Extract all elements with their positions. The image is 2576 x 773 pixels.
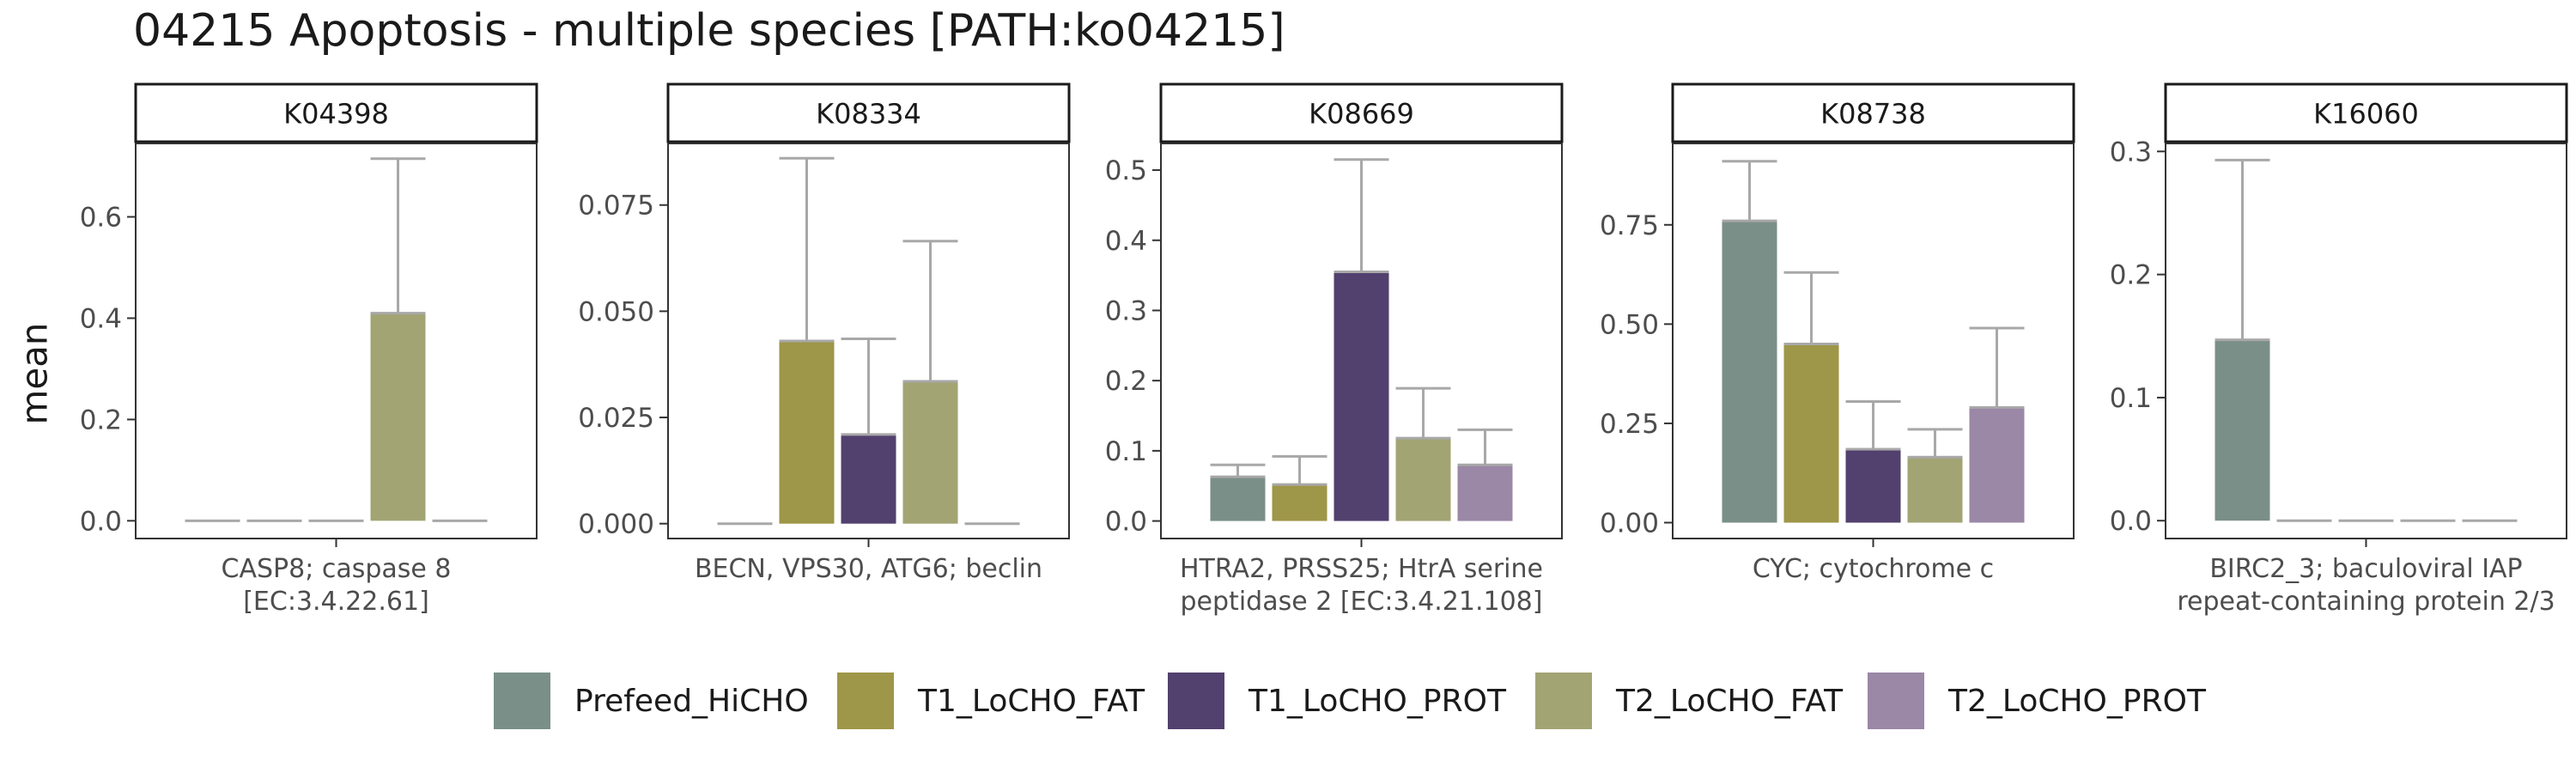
legend: Prefeed_HiCHO T1_LoCHO_FAT T1_LoCHO_PROT T2… bbox=[0, 670, 2576, 739]
y-tick-label: 0.2 bbox=[1105, 366, 1147, 397]
x-category-label: BIRC2_3; baculoviral IAP bbox=[2209, 554, 2522, 584]
bar-T1_LoCHO_PROT bbox=[1845, 448, 1901, 523]
x-category-label: HTRA2, PRSS25; HtrA serine bbox=[1180, 554, 1543, 584]
legend-swatch bbox=[494, 673, 550, 729]
bar-T2_LoCHO_FAT bbox=[902, 380, 958, 524]
y-tick-label: 0.025 bbox=[578, 403, 654, 434]
facet-strip-label: K08738 bbox=[1820, 98, 1926, 131]
bar-T1_LoCHO_PROT bbox=[1334, 271, 1389, 521]
facet-strip-label: K04398 bbox=[283, 98, 389, 131]
y-tick-label: 0.075 bbox=[578, 191, 654, 222]
legend-item-T2_LoCHO_PROT: T2_LoCHO_PROT bbox=[1868, 670, 2206, 732]
x-category-label: peptidase 2 [EC:3.4.21.108] bbox=[1181, 587, 1543, 617]
bar-T1_LoCHO_PROT bbox=[841, 434, 896, 524]
bar-T2_LoCHO_FAT bbox=[370, 313, 426, 521]
x-category-label: CYC; cytochrome c bbox=[1753, 554, 1994, 584]
facet-panel-K16060: K16060 0.0 0.1 0.2 0.3 BIRC2_3; baculoviral I… bbox=[2110, 82, 2568, 617]
facet-panel-K04398: K04398 0.0 0.2 0.4 0.6 CASP8; caspase 8[EC:3.… bbox=[80, 82, 538, 617]
bar-T1_LoCHO_FAT bbox=[1272, 484, 1327, 521]
y-tick-label: 0.000 bbox=[578, 509, 654, 540]
facet-strip bbox=[1159, 82, 1564, 143]
x-category-label: BECN, VPS30, ATG6; beclin bbox=[695, 554, 1042, 584]
y-tick-label: 0.25 bbox=[1600, 409, 1659, 440]
facet-panel-K08738: K08738 0.00 0.25 0.50 0.75 CYC; cytochrome c bbox=[1600, 82, 2075, 584]
y-tick-label: 0.1 bbox=[2110, 383, 2152, 414]
bar-T2_LoCHO_PROT bbox=[1969, 407, 2025, 523]
y-tick-label: 0.6 bbox=[80, 203, 122, 234]
bar-T2_LoCHO_PROT bbox=[1457, 465, 1513, 521]
y-tick-label: 0.2 bbox=[2110, 260, 2152, 291]
x-category-label: CASP8; caspase 8 bbox=[222, 554, 452, 584]
facet-strip bbox=[2164, 82, 2568, 143]
legend-label: T1_LoCHO_PROT bbox=[1249, 683, 1506, 719]
legend-item-T1_LoCHO_FAT: T1_LoCHO_FAT bbox=[837, 670, 1145, 732]
legend-swatch bbox=[837, 673, 894, 729]
facet-strip-label: K08669 bbox=[1309, 98, 1414, 131]
bar-Prefeed_HiCHO bbox=[1210, 477, 1266, 521]
panel-border bbox=[135, 143, 538, 539]
facet-strip-label: K16060 bbox=[2313, 98, 2419, 131]
x-category-label: repeat-containing protein 2/3 bbox=[2177, 587, 2555, 617]
legend-swatch bbox=[1168, 673, 1224, 729]
bar-T2_LoCHO_FAT bbox=[1907, 457, 1963, 523]
legend-item-T2_LoCHO_FAT: T2_LoCHO_FAT bbox=[1535, 670, 1843, 732]
y-tick-label: 0.0 bbox=[1105, 507, 1147, 538]
y-tick-label: 0.1 bbox=[1105, 436, 1147, 467]
bar-T2_LoCHO_FAT bbox=[1395, 438, 1451, 521]
y-tick-label: 0.3 bbox=[1105, 295, 1147, 326]
y-tick-label: 0.00 bbox=[1600, 508, 1659, 539]
y-tick-label: 0.050 bbox=[578, 296, 654, 327]
legend-item-T1_LoCHO_PROT: T1_LoCHO_PROT bbox=[1168, 670, 1506, 732]
legend-label: T1_LoCHO_FAT bbox=[918, 683, 1145, 719]
y-tick-label: 0.0 bbox=[2110, 506, 2152, 537]
y-tick-label: 0.4 bbox=[80, 303, 122, 334]
y-tick-label: 0.3 bbox=[2110, 137, 2152, 167]
legend-label: T2_LoCHO_PROT bbox=[1948, 683, 2206, 719]
legend-label: T2_LoCHO_FAT bbox=[1616, 683, 1844, 719]
y-tick-label: 0.5 bbox=[1105, 155, 1147, 186]
legend-swatch bbox=[1535, 673, 1592, 729]
bar-T1_LoCHO_FAT bbox=[1783, 344, 1839, 523]
facet-panel-K08334: K08334 0.000 0.025 0.050 0.075 BECN, VPS30, A… bbox=[578, 82, 1071, 584]
y-tick-label: 0.4 bbox=[1105, 226, 1147, 257]
x-category-label: [EC:3.4.22.61] bbox=[243, 587, 429, 617]
facet-strip bbox=[134, 82, 538, 143]
y-tick-label: 0.0 bbox=[80, 506, 122, 537]
y-tick-label: 0.75 bbox=[1600, 210, 1659, 241]
facet-panels: K04398 0.0 0.2 0.4 0.6 CASP8; caspase 8[EC:3.… bbox=[80, 82, 2568, 617]
bar-T1_LoCHO_FAT bbox=[779, 341, 835, 524]
bar-Prefeed_HiCHO bbox=[2215, 339, 2270, 521]
y-tick-label: 0.50 bbox=[1600, 309, 1659, 340]
bar-Prefeed_HiCHO bbox=[1722, 221, 1777, 523]
y-tick-label: 0.2 bbox=[80, 405, 122, 435]
chart-title: 04215 Apoptosis - multiple species [PATH… bbox=[133, 5, 1285, 57]
legend-swatch bbox=[1868, 673, 1924, 729]
legend-label: Prefeed_HiCHO bbox=[574, 683, 809, 719]
facet-strip bbox=[666, 82, 1071, 143]
legend-item-Prefeed_HiCHO: Prefeed_HiCHO bbox=[494, 670, 809, 732]
facet-panel-K08669: K08669 0.0 0.1 0.2 0.3 0.4 0.5 HTRA2, PRSS25; H… bbox=[1105, 82, 1564, 617]
facet-strip-label: K08334 bbox=[816, 98, 921, 131]
facet-strip bbox=[1671, 82, 2075, 143]
